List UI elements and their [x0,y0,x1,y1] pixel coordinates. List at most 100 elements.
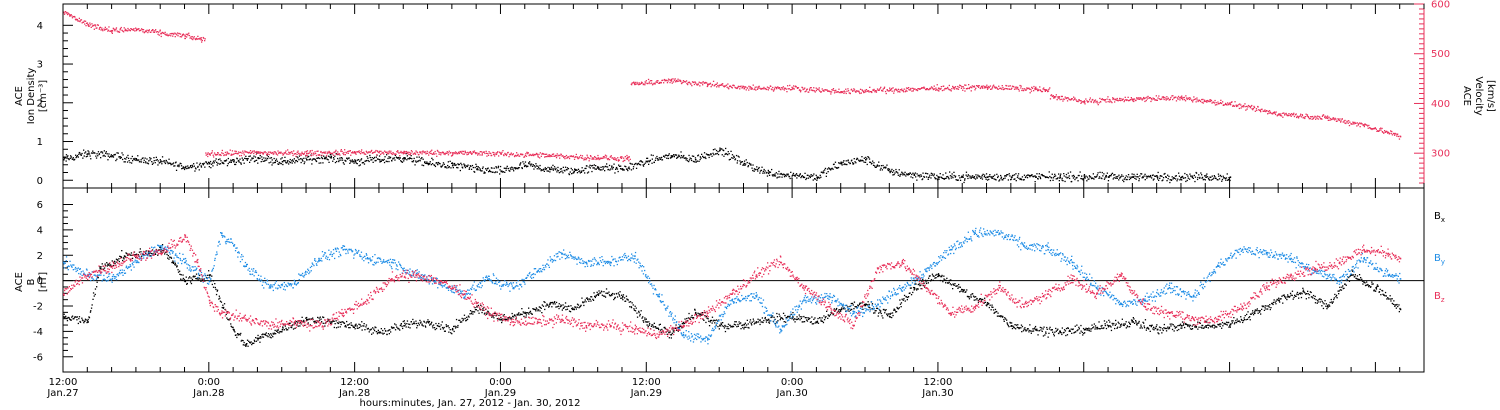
ion-density-tick-label: 3 [37,60,43,71]
ion-density-series-point [840,162,843,165]
ion-density-series-point [962,176,964,178]
bz-series-point [439,280,442,283]
velocity-series-point [670,80,673,82]
magnetic-field-tick-label: 4 [37,225,43,236]
bz-series-point [1266,287,1268,289]
bx-series-point [889,316,891,318]
velocity-tick-label: 500 [1431,49,1450,60]
bz-series-point [1095,293,1098,295]
bx-series-point [1035,328,1037,331]
ion-density-series-point [1156,176,1159,178]
ion-density-series-point [111,155,114,157]
by-series-point [1047,248,1049,251]
bottom-panel: -6 -4 -2 0 2 4 6 ACE B [nT] Bx By Bz [14,187,1445,373]
bx-series-point [1302,290,1305,293]
ion-density-series-point [1181,176,1183,178]
velocity-series-point [500,153,503,155]
ion-density-series-point [767,172,770,175]
ion-density-series-point [937,176,940,178]
ion-density-series-point [792,174,794,176]
bz-series-point [135,255,138,257]
by-series-point [634,255,636,257]
magnetic-field-tick-label: 6 [37,200,43,211]
bz-series-point [1023,306,1025,308]
bz-series-point [111,265,114,267]
time-tick-label: 0:00 [781,377,803,388]
bz-series-point [1120,274,1122,276]
ion-density-series-point [670,155,673,157]
bx-series-point [573,308,575,311]
bz-series-point [828,306,831,308]
by-series-point [1387,274,1390,276]
bz-series-point [561,318,563,321]
velocity-series-point [184,35,187,37]
bx-series-point [986,303,989,306]
ion-density-series-point [257,157,259,159]
velocity-series-point [986,86,989,89]
bx-series-point [840,308,843,311]
bx-series-point [257,337,259,340]
bz-series-point [1168,312,1171,314]
by-series-point [342,248,345,251]
bz-series-point [221,312,223,314]
velocity-axis-label-line2: Velocity [1473,76,1484,115]
bz-series-point [1047,293,1049,295]
bx-series-point [694,312,697,314]
magnetic-field-tick-label: -6 [33,352,43,363]
velocity-series-point [1083,101,1086,103]
magnetic-field-legend: Bx By Bz [1434,211,1445,304]
ion-density-series-point [694,158,697,161]
by-series-point [852,312,855,314]
ion-density-series-point [1083,176,1086,178]
velocity-series-point [840,91,843,93]
by-series-point [1290,257,1292,260]
bx-series-point [792,316,794,318]
bz-series-point [804,287,806,289]
bx-series-point [1205,325,1207,327]
bz-series-point [208,299,211,302]
by-series-point [1071,261,1074,264]
velocity-series-point [1278,113,1280,115]
bx-series-point [962,290,964,293]
ion-density-series-point [160,160,162,163]
velocity-series-point [597,157,600,159]
by-series-point [707,337,709,340]
bx-series-point [524,312,527,314]
velocity-series-point [937,87,940,90]
by-series-point [1168,287,1171,289]
by-series-point [561,252,563,255]
bx-series-point [1132,321,1134,323]
by-series-point [1023,245,1025,247]
ion-density-series-point [986,176,989,178]
magnetic-field-axis-label-line2: B [26,278,37,285]
by-series-point [135,261,138,264]
time-tick-label: 12:00 [49,377,78,388]
bz-series-point [852,325,855,327]
ion-density-series-point [865,158,867,161]
bz-series-point [1290,274,1292,276]
by-series-point [877,303,879,306]
ion-density-series-point [889,170,891,173]
by-series-point [1363,257,1365,260]
ion-density-series-point [476,168,478,171]
magnetic-field-axis-label-line3: [nT] [38,272,49,292]
magnetic-field-tick-label: -4 [33,327,43,338]
velocity-series-point [1181,97,1183,100]
bz-series-point [901,261,904,264]
velocity-series-point [1229,103,1232,106]
time-axis: 12:00Jan.270:00Jan.2812:00Jan.280:00Jan.… [46,4,1425,399]
time-tick-label: 0:00 [489,377,511,388]
bz-series-point [634,328,636,331]
by-series-point [221,232,223,234]
by-series-point [998,232,1001,234]
by-series-point [111,278,114,280]
velocity-series-point [135,28,138,31]
by-series-point [1095,287,1098,289]
bx-series-point [148,252,150,255]
by-series-point [682,333,685,336]
bx-series-point [208,274,211,276]
bz-series-point [391,278,393,280]
by-series-point [512,287,515,289]
bz-series-point [464,293,466,295]
bz-series-point [196,261,199,264]
